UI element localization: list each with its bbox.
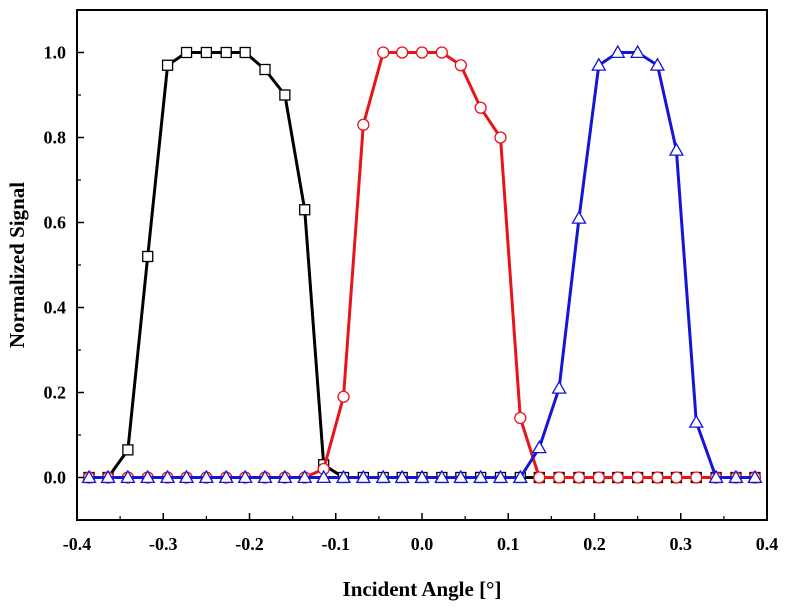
data-point xyxy=(237,469,253,484)
data-point xyxy=(415,46,429,59)
data-point xyxy=(355,469,371,484)
data-point xyxy=(514,411,527,425)
x-axis-title: Incident Angle [°] xyxy=(343,577,502,601)
data-point xyxy=(630,44,646,59)
data-point xyxy=(140,469,156,484)
data-point xyxy=(198,469,214,484)
data-point xyxy=(533,471,546,484)
data-point xyxy=(297,469,313,484)
data-point xyxy=(531,439,547,454)
data-point xyxy=(161,59,174,71)
data-point xyxy=(435,46,448,59)
y-tick-label: 0.2 xyxy=(44,383,67,403)
data-point xyxy=(316,469,332,484)
x-tick-label: -0.3 xyxy=(149,534,178,554)
data-point xyxy=(259,63,271,76)
x-tick-label: 0.2 xyxy=(583,534,606,554)
series-line xyxy=(89,51,755,479)
data-point xyxy=(592,471,605,484)
data-point xyxy=(473,469,489,484)
data-point xyxy=(414,469,430,484)
data-point xyxy=(610,44,626,59)
series-black-squares xyxy=(83,46,761,484)
data-point xyxy=(454,59,467,72)
data-point xyxy=(159,469,176,484)
data-point xyxy=(279,89,291,101)
data-point xyxy=(591,57,607,71)
data-point xyxy=(453,469,469,484)
x-tick-label: -0.1 xyxy=(322,534,351,554)
data-point xyxy=(649,57,666,71)
data-point xyxy=(396,46,409,59)
y-axis: 0.0 0.2 0.4 0.6 0.8 1.0 xyxy=(44,9,84,521)
data-point xyxy=(668,142,685,156)
data-point xyxy=(394,469,410,484)
y-axis-title: Normalized Signal xyxy=(5,182,29,348)
data-point xyxy=(690,471,703,484)
x-tick-label: 0.3 xyxy=(670,534,693,554)
data-point xyxy=(142,250,154,263)
series-layer xyxy=(81,44,763,484)
y-tick-label: 0.6 xyxy=(44,213,67,233)
data-point xyxy=(100,469,116,484)
x-tick-label: 0.1 xyxy=(497,534,520,554)
x-axis: -0.4 -0.3 -0.2 -0.1 0.0 0.1 0.2 0.3 0.4 xyxy=(63,513,779,554)
data-point xyxy=(375,469,391,484)
data-point xyxy=(335,469,352,484)
y-tick-label: 0.0 xyxy=(44,468,67,488)
series-blue-triangles xyxy=(81,44,763,484)
data-point xyxy=(377,46,390,59)
x-tick-label: -0.2 xyxy=(235,534,264,554)
data-point xyxy=(572,471,586,484)
series-line xyxy=(89,51,755,479)
x-tick-label: 0.0 xyxy=(411,534,434,554)
data-point xyxy=(728,469,744,484)
data-point xyxy=(337,390,350,403)
data-point xyxy=(512,469,528,484)
data-point xyxy=(651,471,664,484)
series-line xyxy=(89,51,755,479)
data-point xyxy=(277,469,293,484)
data-point xyxy=(220,46,232,59)
data-point xyxy=(357,118,370,131)
data-point xyxy=(81,469,97,484)
data-point xyxy=(122,444,134,456)
data-point xyxy=(434,469,450,484)
data-point xyxy=(708,469,724,484)
data-point xyxy=(180,46,193,59)
data-point xyxy=(474,101,487,114)
data-point xyxy=(688,414,704,428)
x-tick-label: 0.4 xyxy=(756,534,779,554)
y-tick-label: 1.0 xyxy=(44,43,67,63)
data-point xyxy=(747,469,763,484)
data-point xyxy=(551,380,567,394)
data-point xyxy=(631,471,644,484)
data-point xyxy=(571,210,587,224)
data-point xyxy=(200,46,213,59)
x-tick-label: -0.4 xyxy=(63,534,92,554)
data-point xyxy=(494,131,507,144)
data-point xyxy=(552,471,566,484)
data-point xyxy=(670,471,683,484)
data-point xyxy=(492,469,509,484)
data-point xyxy=(239,46,251,59)
data-point xyxy=(120,469,136,484)
data-point xyxy=(299,204,311,216)
y-tick-label: 0.8 xyxy=(44,128,67,148)
series-red-circles xyxy=(82,46,762,484)
data-point xyxy=(218,469,234,484)
data-point xyxy=(257,469,273,484)
data-point xyxy=(611,471,624,484)
y-tick-label: 0.4 xyxy=(44,298,67,318)
data-point xyxy=(178,469,195,484)
